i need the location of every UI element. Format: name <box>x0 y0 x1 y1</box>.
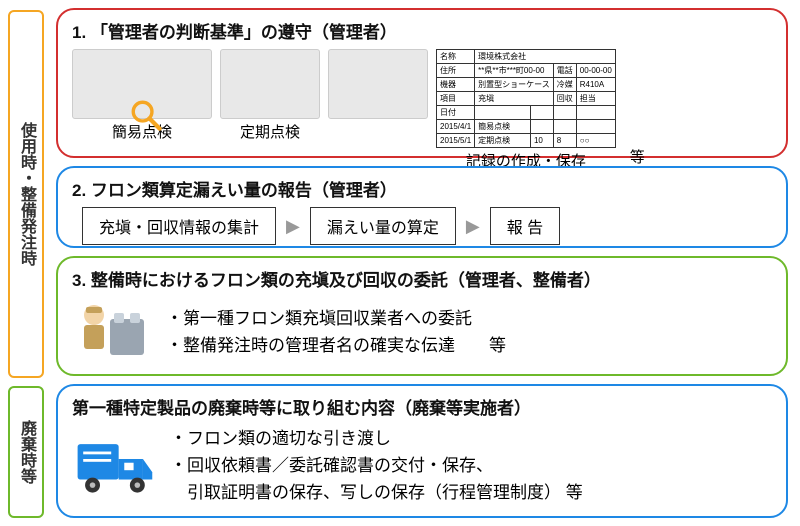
section3-content: ・第一種フロン類充塡回収業者への委託 ・整備発注時の管理者名の確実な伝達 等 <box>72 297 772 367</box>
truck-icon <box>72 429 156 503</box>
arrow-icon: ▶ <box>466 216 480 237</box>
bullet: ・フロン類の適切な引き渡し <box>170 425 583 452</box>
simple-inspection-block: 簡易点検 <box>72 49 212 142</box>
section2-title: 2. フロン類算定漏えい量の報告（管理者） <box>72 176 772 201</box>
section3-bullets: ・第一種フロン類充塡回収業者への委託 ・整備発注時の管理者名の確実な伝達 等 <box>166 305 506 359</box>
worker-icon <box>72 297 152 367</box>
section-entrust: 3. 整備時におけるフロン類の充塡及び回収の委託（管理者、整備者） ・第一種フロ… <box>56 256 788 376</box>
magnify-icon <box>129 98 163 132</box>
arrow-icon: ▶ <box>286 216 300 237</box>
record-table-block: 名称環境株式会社 住所**県**市***町00-00電話00-00-00 機器別… <box>436 49 616 171</box>
periodic-inspection-label: 定期点検 <box>240 121 300 142</box>
inspection-photo <box>328 49 428 119</box>
ac-equipment-image <box>72 49 212 119</box>
section4-title: 第一種特定製品の廃棄時等に取り組む内容（廃棄等実施者） <box>72 394 772 419</box>
periodic-inspection-block: 定期点検 <box>220 49 320 142</box>
section-disposal: 第一種特定製品の廃棄時等に取り組む内容（廃棄等実施者） ・フロン類の適切な引き渡… <box>56 384 788 518</box>
bullet: 引取証明書の保存、写しの保存（行程管理制度） 等 <box>170 479 583 506</box>
section1-row: 簡易点検 定期点検 名称環境株式会社 住所**県**市***町00-00電話00… <box>72 49 772 171</box>
section2-flow: 充塡・回収情報の集計 ▶ 漏えい量の算定 ▶ 報 告 <box>72 207 772 245</box>
step-report: 報 告 <box>490 207 560 245</box>
section4-bullets: ・フロン類の適切な引き渡し ・回収依頼書／委託確認書の交付・保存、 引取証明書の… <box>170 425 583 507</box>
sidebar-usage: 使用時・整備発注時 <box>8 10 44 378</box>
record-table: 名称環境株式会社 住所**県**市***町00-00電話00-00-00 機器別… <box>436 49 616 148</box>
section1-title: 1. 「管理者の判断基準」の遵守（管理者） <box>72 18 772 43</box>
bullet: ・整備発注時の管理者名の確実な伝達 等 <box>166 332 506 359</box>
bullet: ・第一種フロン類充塡回収業者への委託 <box>166 305 506 332</box>
section-report: 2. フロン類算定漏えい量の報告（管理者） 充塡・回収情報の集計 ▶ 漏えい量の… <box>56 166 788 248</box>
step-aggregate: 充塡・回収情報の集計 <box>82 207 276 245</box>
inspection-photo-block <box>328 49 428 119</box>
bullet: ・回収依頼書／委託確認書の交付・保存、 <box>170 452 583 479</box>
section1-trailing: 等 <box>630 146 645 167</box>
section-compliance: 1. 「管理者の判断基準」の遵守（管理者） 簡易点検 定期点検 名称環境株式会社… <box>56 8 788 158</box>
step-calculate: 漏えい量の算定 <box>310 207 456 245</box>
sidebar-disposal: 廃棄時等 <box>8 386 44 518</box>
valve-image <box>220 49 320 119</box>
section3-title: 3. 整備時におけるフロン類の充塡及び回収の委託（管理者、整備者） <box>72 266 772 291</box>
section4-content: ・フロン類の適切な引き渡し ・回収依頼書／委託確認書の交付・保存、 引取証明書の… <box>72 425 772 507</box>
